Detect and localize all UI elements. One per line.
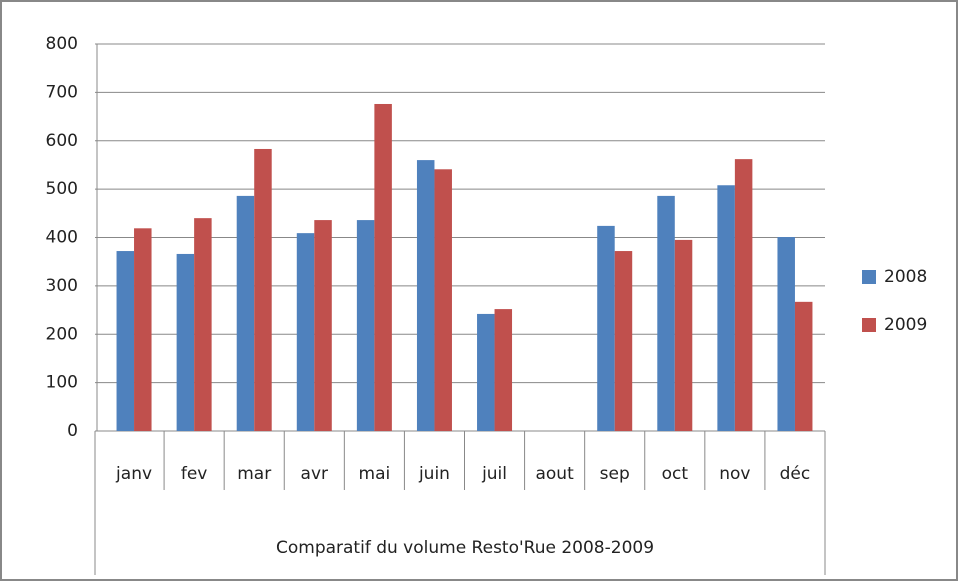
legend-label: 2009: [884, 315, 927, 335]
chart-title: Comparatif du volume Resto'Rue 2008-2009: [276, 538, 654, 558]
y-tick-label: 500: [46, 179, 78, 199]
bar: [494, 309, 513, 431]
x-tick-label: juil: [481, 464, 507, 484]
bar: [254, 148, 272, 431]
bar: [657, 195, 675, 431]
bar: [176, 253, 195, 431]
x-tick-label: aout: [535, 464, 574, 484]
y-tick-label: 700: [46, 82, 78, 102]
x-tick-label: mar: [237, 464, 271, 484]
bar: [477, 313, 495, 431]
y-tick-label: 600: [46, 131, 78, 151]
legend-swatch: [862, 318, 876, 332]
x-tick-label: fev: [181, 464, 208, 484]
bar: [416, 160, 435, 431]
y-tick-label: 0: [67, 421, 78, 441]
bar: [356, 220, 375, 431]
x-tick-label: mai: [359, 464, 391, 484]
legend-swatch: [862, 270, 876, 284]
legend-label: 2008: [884, 267, 927, 287]
bar: [374, 103, 392, 432]
bar: [236, 195, 255, 431]
bar: [717, 185, 735, 431]
bar: [597, 225, 615, 431]
y-tick-label: 300: [46, 276, 78, 296]
bar: [296, 233, 315, 431]
y-tick-label: 400: [46, 228, 78, 248]
bar: [674, 239, 693, 431]
x-tick-label: juin: [418, 464, 450, 484]
x-tick-label: déc: [780, 464, 811, 484]
bar: [434, 169, 452, 431]
y-tick-label: 800: [46, 34, 78, 54]
bar: [134, 228, 152, 431]
bar: [314, 220, 332, 431]
y-tick-label: 200: [46, 324, 78, 344]
y-tick-label: 100: [46, 373, 78, 393]
x-tick-label: sep: [600, 464, 630, 484]
x-tick-label: nov: [719, 464, 750, 484]
x-tick-label: oct: [662, 464, 689, 484]
bar: [777, 237, 795, 431]
x-tick-label: janv: [115, 464, 152, 484]
bar: [194, 218, 212, 431]
bar: [794, 301, 813, 431]
bar: [734, 159, 753, 431]
bar: [116, 251, 135, 431]
x-tick-label: avr: [301, 464, 328, 484]
bar: [614, 251, 633, 431]
